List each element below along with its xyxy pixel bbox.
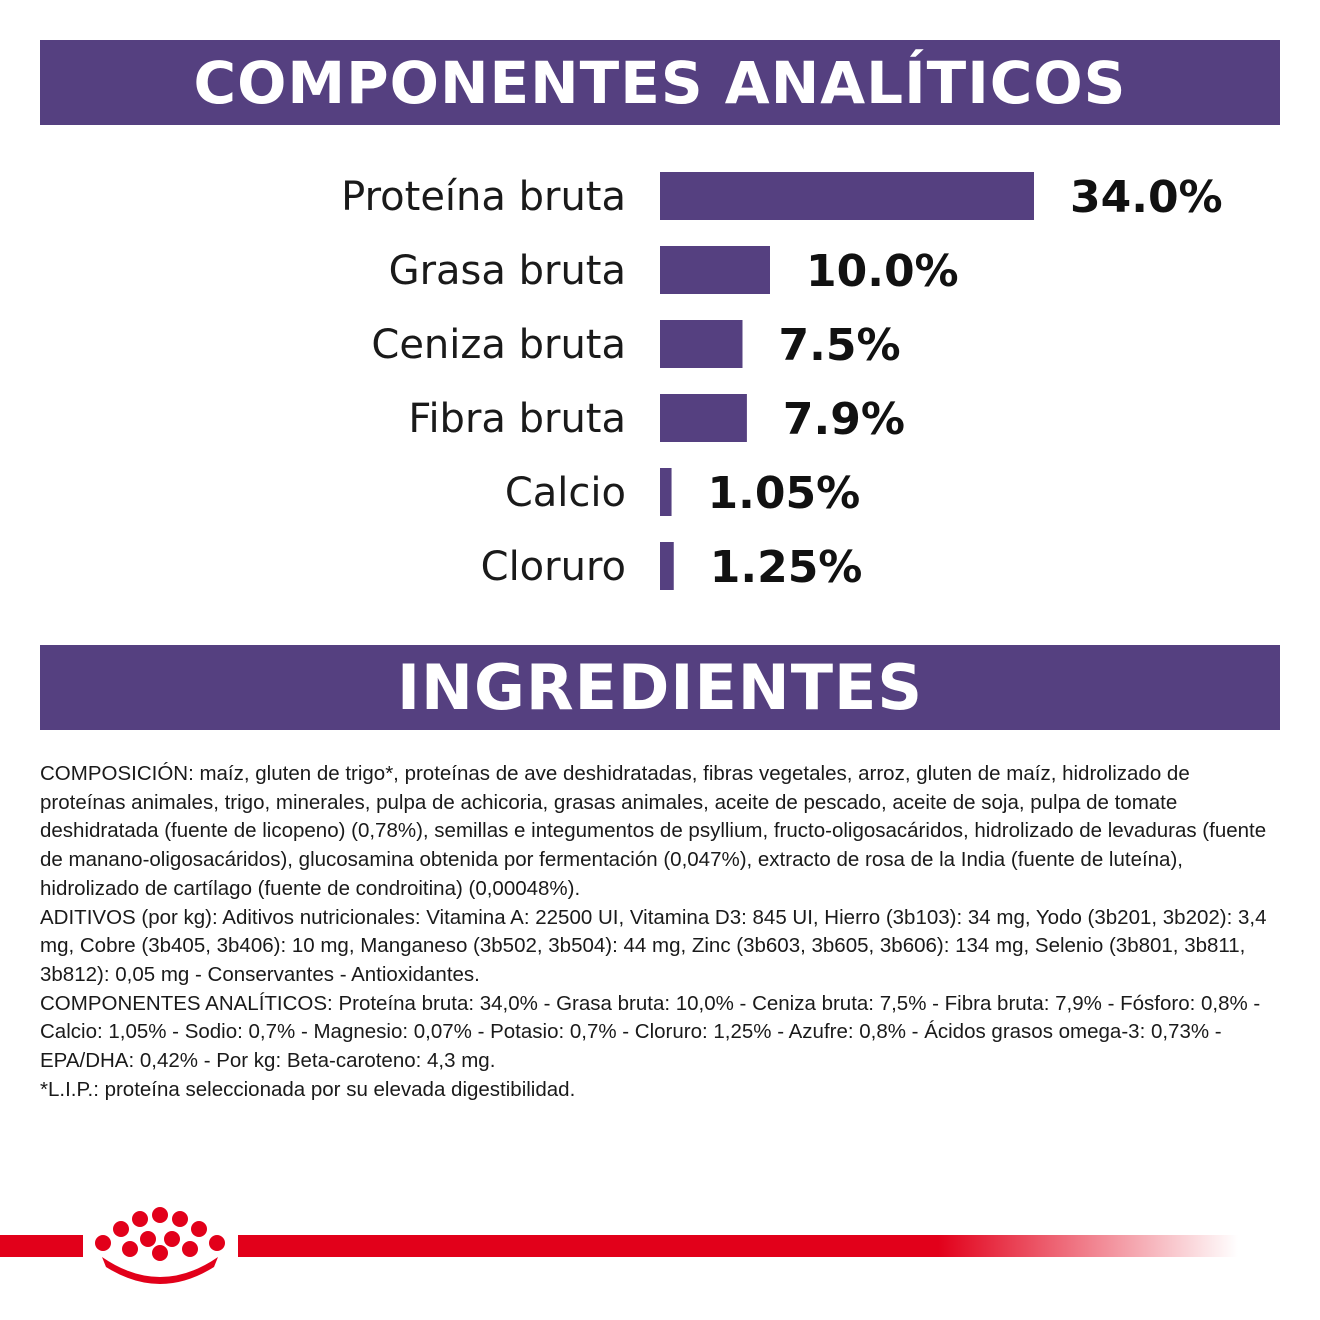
category-label: Calcio: [505, 470, 626, 516]
bar: [660, 246, 770, 294]
value-label: 10.0%: [806, 246, 959, 297]
brand-line-right: [238, 1235, 1238, 1257]
ingredients-text: COMPOSICIÓN: maíz, gluten de trigo*, pro…: [40, 760, 1280, 1104]
value-label: 7.5%: [779, 320, 901, 371]
category-label: Ceniza bruta: [371, 322, 626, 368]
bar: [660, 468, 672, 516]
lip-footnote: *L.I.P.: proteína seleccionada por su el…: [40, 1077, 576, 1101]
value-label: 1.25%: [710, 542, 863, 593]
ingredients-header: INGREDIENTES: [40, 645, 1280, 730]
bar: [660, 172, 1034, 220]
composition-paragraph: COMPOSICIÓN: maíz, gluten de trigo*, pro…: [40, 762, 1267, 900]
bar: [660, 394, 747, 442]
analytical-paragraph: COMPONENTES ANALÍTICOS: Proteína bruta: …: [40, 991, 1261, 1073]
brand-line-left: [0, 1235, 83, 1257]
value-label: 1.05%: [708, 468, 861, 519]
category-label: Grasa bruta: [389, 248, 626, 294]
analytical-components-header: COMPONENTES ANALÍTICOS: [40, 40, 1280, 125]
value-label: 7.9%: [783, 394, 905, 445]
category-label: Cloruro: [481, 544, 626, 590]
bar: [660, 542, 674, 590]
ingredients-title: INGREDIENTES: [396, 651, 923, 724]
bar: [660, 320, 743, 368]
analytical-components-chart: Proteína bruta 34.0% Grasa bruta 10.0% Ceniz…: [341, 172, 1223, 593]
analytical-components-title: COMPONENTES ANALÍTICOS: [193, 48, 1127, 117]
royal-crown-icon: [95, 1207, 225, 1284]
category-label: Fibra bruta: [408, 396, 626, 442]
category-label: Proteína bruta: [341, 174, 626, 220]
additives-paragraph: ADITIVOS (por kg): Aditivos nutricionale…: [40, 905, 1267, 986]
value-label: 34.0%: [1070, 172, 1223, 223]
